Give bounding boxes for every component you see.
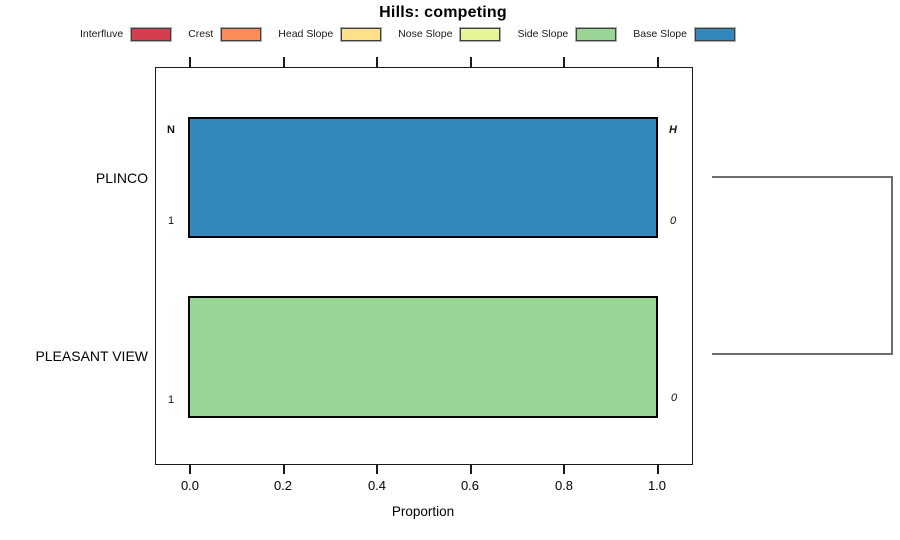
legend-label: Head Slope (278, 28, 334, 40)
legend-item-nose-slope: Nose Slope (398, 27, 501, 41)
legend-item-head-slope: Head Slope (278, 27, 382, 41)
bar-pleasant-view-side-slope (188, 296, 658, 418)
legend-label: Nose Slope (398, 28, 453, 40)
x-axis-bottom-tick (376, 465, 378, 474)
x-axis-top-tick (563, 57, 565, 67)
x-axis-bottom-tick (470, 465, 472, 474)
x-axis-top-tick (470, 57, 472, 67)
legend-item-side-slope: Side Slope (517, 27, 617, 41)
legend-label: Interfluve (80, 28, 124, 40)
bar-annotation-0: 0 (669, 215, 677, 227)
y-axis-label-pleasant-view: PLEASANT VIEW (35, 348, 148, 364)
bar-annotation-h: H (669, 124, 677, 136)
x-axis-tick-label: 0.4 (367, 478, 387, 493)
legend-item-crest: Crest (188, 27, 262, 41)
dendrogram-top-line (712, 176, 893, 178)
dendrogram-vertical-line (891, 176, 893, 355)
legend-label: Side Slope (517, 28, 569, 40)
x-axis-tick-label: 0.0 (180, 478, 200, 493)
x-axis-top-tick (283, 57, 285, 67)
x-axis-tick-label: 0.8 (554, 478, 574, 493)
legend-item-base-slope: Base Slope (633, 27, 735, 41)
x-axis-bottom-tick (189, 465, 191, 474)
bar-plinco-base-slope (188, 117, 658, 238)
legend-item-interfluve: Interfluve (80, 27, 172, 41)
bar-annotation-n: N (167, 124, 175, 136)
legend-swatch-interfluve (131, 27, 172, 41)
chart-title: Hills: competing (379, 4, 507, 21)
legend-swatch-base-slope (694, 27, 735, 41)
x-axis-tick-label: 1.0 (647, 478, 667, 493)
x-axis-bottom-tick (563, 465, 565, 474)
x-axis-tick-label: 0.6 (460, 478, 480, 493)
x-axis-bottom-tick (657, 465, 659, 474)
x-axis-bottom-tick (283, 465, 285, 474)
legend-label: Base Slope (633, 28, 687, 40)
legend: Interfluve Crest Head Slope Nose Slope S… (80, 25, 735, 43)
bar-annotation-0: 0 (670, 392, 678, 404)
x-axis-top-tick (189, 57, 191, 67)
x-axis-top-tick (376, 57, 378, 67)
x-axis-title: Proportion (391, 504, 455, 519)
y-axis-label-plinco: PLINCO (95, 170, 148, 186)
legend-label: Crest (188, 28, 214, 40)
dendrogram-bottom-line (712, 353, 893, 355)
x-axis-tick-label: 0.2 (273, 478, 293, 493)
legend-swatch-crest (221, 27, 262, 41)
bar-annotation-1: 1 (167, 215, 175, 227)
legend-swatch-head-slope (341, 27, 382, 41)
legend-swatch-nose-slope (460, 27, 501, 41)
legend-swatch-side-slope (576, 27, 617, 41)
x-axis-top-tick (657, 57, 659, 67)
bar-annotation-1: 1 (167, 394, 175, 406)
